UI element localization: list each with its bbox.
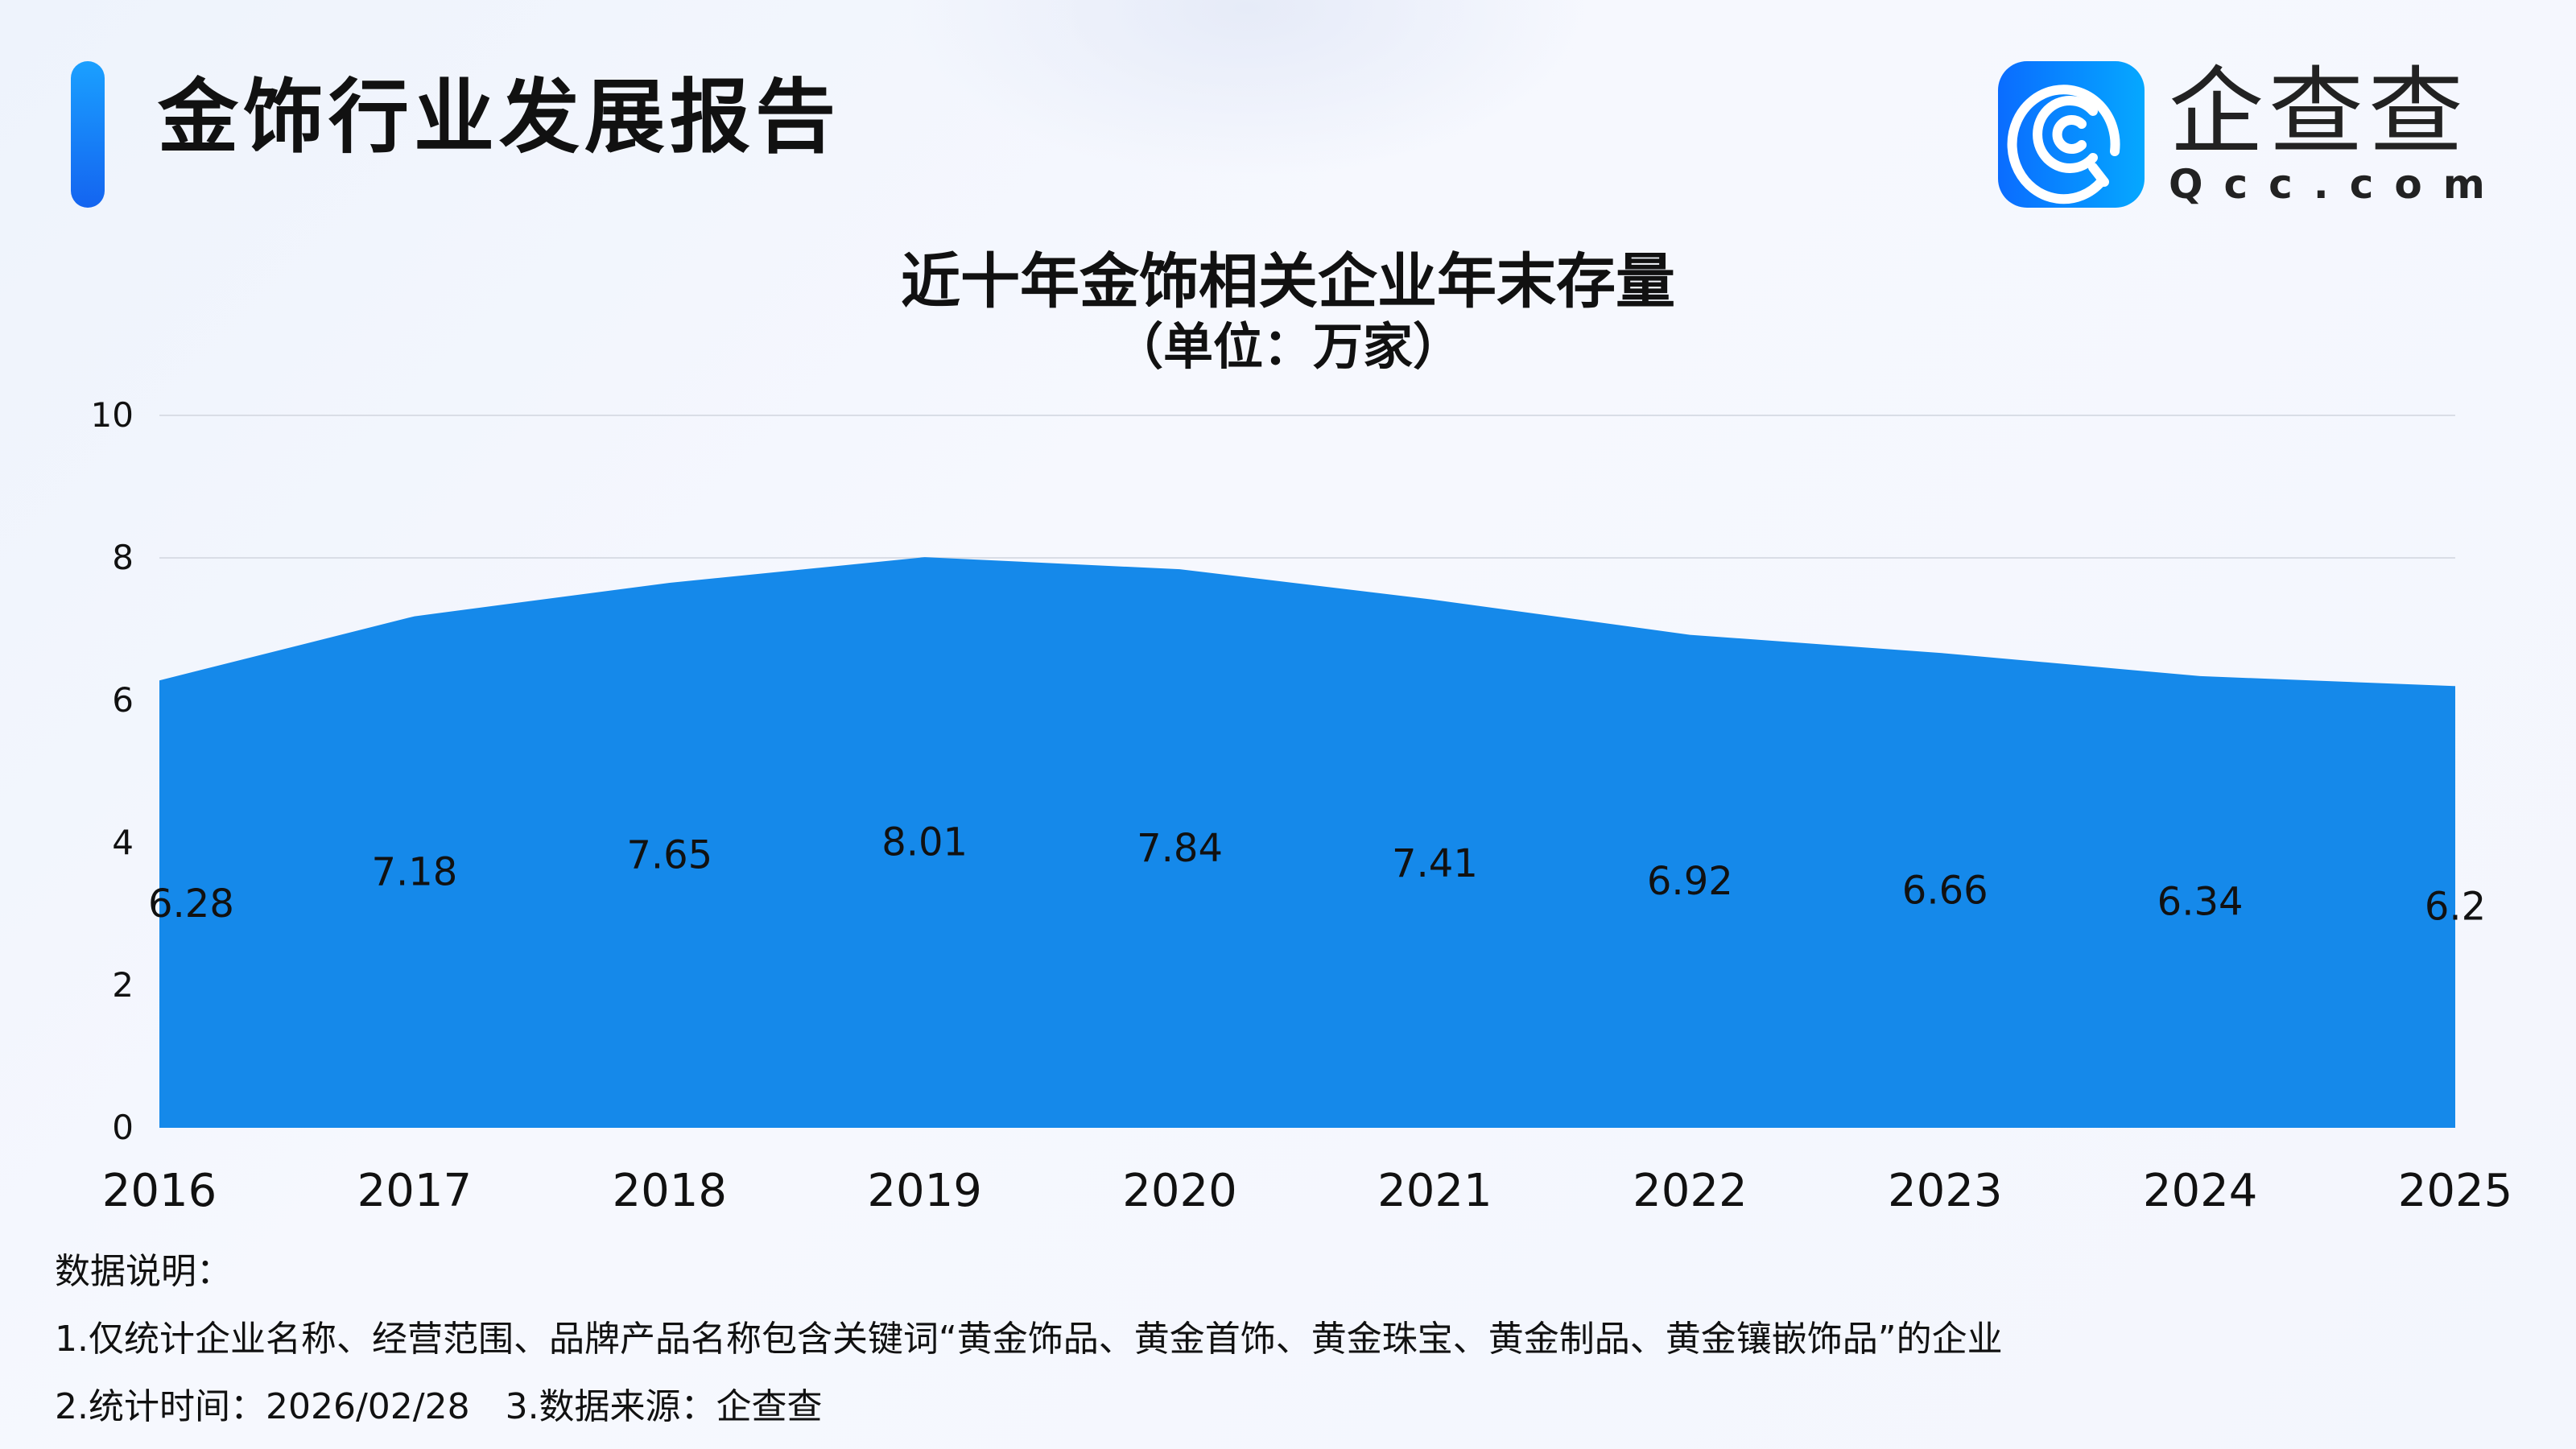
x-tick-label: 2022 — [1633, 1165, 1748, 1217]
y-tick-label: 8 — [112, 538, 134, 577]
chart-title: 近十年金饰相关企业年末存量 — [901, 247, 1675, 316]
x-tick-label: 2017 — [357, 1165, 473, 1217]
data-label: 7.18 — [371, 849, 457, 894]
x-tick-label: 2024 — [2143, 1165, 2258, 1217]
qcc-logo: 企查查 Qcc.com — [1998, 61, 2506, 208]
y-tick-label: 0 — [112, 1108, 134, 1147]
logo-text-cn: 企查查 — [2169, 56, 2469, 167]
data-label: 6.66 — [1902, 868, 1988, 913]
data-label: 7.65 — [626, 832, 712, 877]
data-label: 6.2 — [2425, 885, 2486, 930]
data-label: 6.92 — [1647, 859, 1733, 904]
logo-text-en: Qcc.com — [2169, 161, 2506, 208]
area-series — [159, 557, 2455, 1128]
notes-line-2: 2.统计时间：2026/02/28 3.数据来源：企查查 — [55, 1386, 823, 1427]
x-tick-label: 2018 — [613, 1165, 728, 1217]
y-tick-label: 4 — [112, 823, 134, 862]
y-tick-label: 10 — [91, 395, 134, 435]
data-label: 6.34 — [2157, 879, 2244, 924]
qcc-logo-icon — [1998, 61, 2145, 208]
notes-heading: 数据说明： — [55, 1251, 232, 1292]
title-accent-bar — [71, 61, 105, 208]
data-label: 7.41 — [1392, 841, 1478, 886]
notes-line-1: 1.仅统计企业名称、经营范围、品牌产品名称包含关键词“黄金饰品、黄金首饰、黄金珠… — [55, 1319, 2003, 1360]
x-tick-label: 2016 — [102, 1165, 217, 1217]
chart-subtitle: （单位：万家） — [1113, 317, 1463, 376]
x-tick-label: 2025 — [2398, 1165, 2513, 1217]
data-label: 6.28 — [148, 881, 234, 927]
x-tick-label: 2023 — [1888, 1165, 2003, 1217]
x-tick-label: 2019 — [867, 1165, 982, 1217]
x-tick-label: 2021 — [1377, 1165, 1492, 1217]
data-notes: 数据说明： 1.仅统计企业名称、经营范围、品牌产品名称包含关键词“黄金饰品、黄金… — [55, 1238, 2003, 1441]
data-label: 7.84 — [1137, 826, 1223, 871]
page-title: 金饰行业发展报告 — [158, 70, 840, 164]
y-tick-label: 2 — [112, 965, 134, 1005]
y-tick-label: 6 — [112, 680, 134, 720]
data-label: 8.01 — [881, 820, 968, 865]
x-tick-label: 2020 — [1122, 1165, 1237, 1217]
